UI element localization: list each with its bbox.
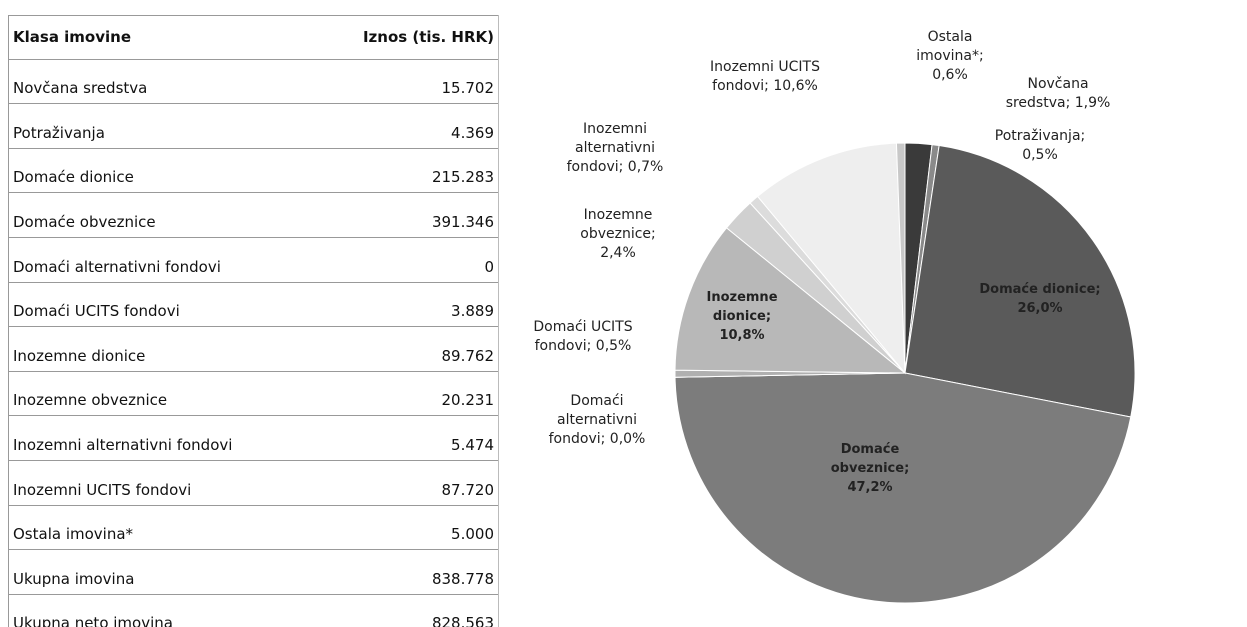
data-label: Ostala imovina*; 0,6% xyxy=(916,29,984,83)
cell-amount: 5.474 xyxy=(451,435,494,454)
table-row: Inozemne obveznice 20.231 xyxy=(9,372,498,417)
cell-amount: 87.720 xyxy=(441,480,495,499)
data-label: Potraživanja; 0,5% xyxy=(994,128,1086,163)
cell-amount: 838.778 xyxy=(431,569,494,588)
data-label: Inozemne dionice; 10,8% xyxy=(706,290,778,343)
table-row: Domaće obveznice 391.346 xyxy=(9,193,498,238)
table-row: Domaći UCITS fondovi 3.889 xyxy=(9,283,498,328)
cell-amount: 89.762 xyxy=(441,346,495,365)
cell-label: Ukupna imovina xyxy=(13,569,135,588)
data-label: Domaći alternativni fondovi; 0,0% xyxy=(548,393,646,447)
cell-amount: 5.000 xyxy=(451,525,494,544)
table-row: Ukupna neto imovina 828.563 xyxy=(9,595,498,627)
cell-label: Domaći alternativni fondovi xyxy=(13,257,221,276)
cell-amount: 215.283 xyxy=(431,168,494,187)
cell-amount: 3.889 xyxy=(451,302,494,321)
cell-label: Inozemne obveznice xyxy=(13,391,168,410)
data-label: Inozemni UCITS fondovi; 10,6% xyxy=(710,59,820,94)
data-label: Domaći UCITS fondovi; 0,5% xyxy=(533,319,633,354)
table: Klasa imovine Iznos (tis. HRK) Novčana s… xyxy=(8,15,499,627)
data-label: Inozemni alternativni fondovi; 0,7% xyxy=(566,121,664,175)
cell-amount: 391.346 xyxy=(431,212,494,231)
cell-amount: 828.563 xyxy=(431,614,494,627)
header-cell: Klasa imovine xyxy=(13,28,132,47)
pie-slice xyxy=(895,142,906,374)
table-row: Potraživanja 4.369 xyxy=(9,104,498,149)
cell-label: Novčana sredstva xyxy=(13,79,148,98)
cell-amount: 20.231 xyxy=(441,391,495,410)
table-row: Ostala imovina* 5.000 xyxy=(9,506,498,551)
cell-label: Domaće dionice xyxy=(13,168,134,187)
table-row: Novčana sredstva 15.702 xyxy=(9,60,498,105)
header-cell: Iznos (tis. HRK) xyxy=(362,28,494,47)
pie-slice xyxy=(756,142,906,375)
pie-slice xyxy=(674,372,1132,604)
table-row: Inozemne dionice 89.762 xyxy=(9,327,498,372)
cell-label: Inozemni UCITS fondovi xyxy=(13,480,192,499)
cell-label: Inozemni alternativni fondovi xyxy=(13,435,233,454)
table-row: Ukupna imovina 838.778 xyxy=(9,550,498,595)
cell-amount: 4.369 xyxy=(451,123,494,142)
pie-slice xyxy=(674,227,907,374)
table-row: Domaće dionice 215.283 xyxy=(9,149,498,194)
data-label: Domaće obveznice; 47,2% xyxy=(830,442,910,495)
cell-label: Domaće obveznice xyxy=(13,212,156,231)
cell-label: Inozemne dionice xyxy=(13,346,146,365)
cell-amount: 0 xyxy=(484,257,494,276)
cell-label: Potraživanja xyxy=(13,123,105,142)
pie-slice xyxy=(904,144,1136,418)
data-label: Novčana sredstva; 1,9% xyxy=(1005,76,1111,111)
table-row: Inozemni UCITS fondovi 87.720 xyxy=(9,461,498,506)
header-row: Klasa imovine Iznos (tis. HRK) xyxy=(9,15,498,60)
table-row: Domaći alternativni fondovi 0 xyxy=(9,238,498,283)
data-label: Domaće dionice; 26,0% xyxy=(979,282,1101,316)
cell-amount: 15.702 xyxy=(441,79,495,98)
table-row: Inozemni alternativni fondovi 5.474 xyxy=(9,416,498,461)
data-label: Inozemne obveznice; 2,4% xyxy=(580,207,656,261)
cell-label: Domaći UCITS fondovi xyxy=(13,302,180,321)
cell-label: Ukupna neto imovina xyxy=(13,614,173,627)
cell-label: Ostala imovina* xyxy=(13,525,134,544)
